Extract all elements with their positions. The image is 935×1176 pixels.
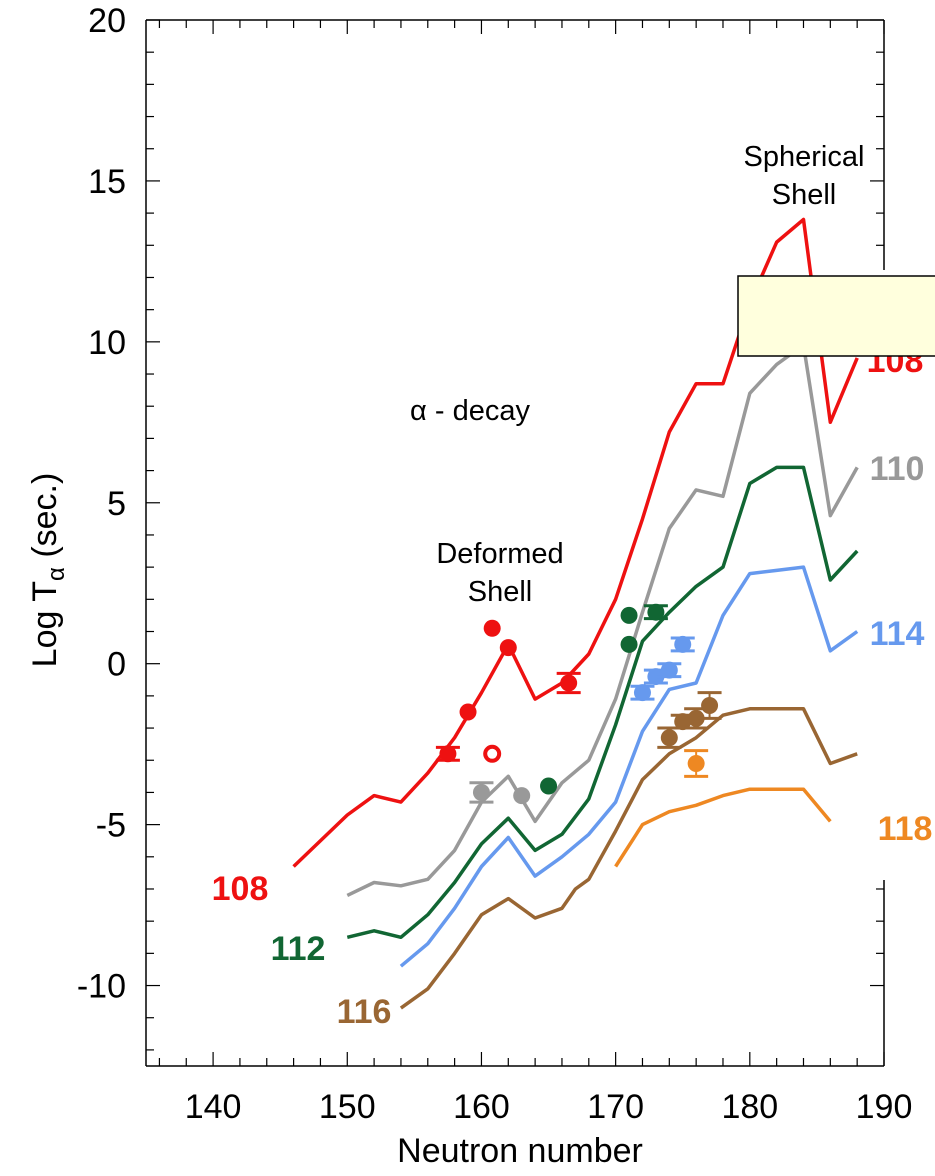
data-point-108 [560, 674, 578, 692]
data-point-114 [674, 635, 692, 653]
data-point-108 [499, 639, 517, 657]
y-axis-title-main: Log T [26, 581, 64, 667]
series-line-118 [614, 787, 832, 868]
series-line-114 [399, 565, 859, 968]
x-tick-label: 190 [856, 1088, 913, 1126]
y-axis-title-sub: α [43, 567, 70, 581]
y-tick-label: 15 [88, 163, 126, 201]
data-point-112 [620, 606, 638, 624]
data-point-112 [540, 777, 558, 795]
annotation-deformed-line-2: Shell [468, 576, 533, 608]
x-tick-label: 160 [453, 1088, 510, 1126]
data-point-108 [483, 619, 501, 637]
x-tick-label: 150 [319, 1088, 376, 1126]
data-point-118 [687, 754, 705, 772]
axes: 20 15 10 5 0 -5 -10 140 150 160 170 180 190 [77, 2, 913, 1126]
series-line-116 [399, 707, 858, 1010]
series-lines [292, 217, 859, 1010]
series-line-112 [346, 465, 859, 940]
annotation-spherical-line-2: Shell [772, 179, 837, 211]
data-point-108 [459, 703, 477, 721]
y-tick-label: -10 [77, 968, 126, 1006]
overlay-box [737, 275, 935, 357]
data-points [435, 603, 722, 805]
x-tick-label: 140 [185, 1088, 242, 1126]
data-point-110 [513, 787, 531, 805]
data-point-108 [483, 744, 502, 763]
data-point-110 [472, 783, 490, 801]
data-point-112 [647, 603, 665, 621]
data-point-116 [701, 697, 719, 715]
data-point-108 [439, 745, 457, 763]
data-point-114 [647, 668, 665, 686]
y-axis-title: Log Tα (sec.) [26, 473, 70, 668]
annotation-deformed-line-1: Deformed [436, 538, 563, 570]
y-axis-title-unit: (sec.) [26, 473, 64, 567]
series-label-108: 108 [212, 870, 269, 908]
y-tick-label: 5 [107, 485, 126, 523]
annotation-spherical-line-1: Spherical [744, 141, 865, 173]
series-label-118: 118 [878, 810, 933, 848]
x-tick-label: 170 [587, 1088, 644, 1126]
y-tick-label: 20 [88, 2, 126, 40]
data-point-116 [660, 729, 678, 747]
series-line-108 [292, 217, 859, 868]
x-axis-title: Neutron number [397, 1132, 643, 1170]
data-point-114 [660, 661, 678, 679]
y-tick-label: 10 [88, 324, 126, 362]
data-point-116 [674, 713, 692, 731]
y-tick-label: 0 [107, 646, 126, 684]
series-label-110: 110 [870, 450, 925, 488]
data-point-116 [687, 709, 705, 727]
series-label-114: 114 [870, 615, 925, 653]
series-label-112: 112 [271, 930, 326, 968]
series-line-110 [346, 343, 859, 897]
data-point-114 [633, 684, 651, 702]
series-label-116: 116 [337, 993, 392, 1031]
y-tick-label: -5 [96, 807, 126, 845]
data-point-112 [620, 635, 638, 653]
x-tick-label: 180 [721, 1088, 778, 1126]
annotation-alpha-decay: α - decay [410, 395, 530, 427]
